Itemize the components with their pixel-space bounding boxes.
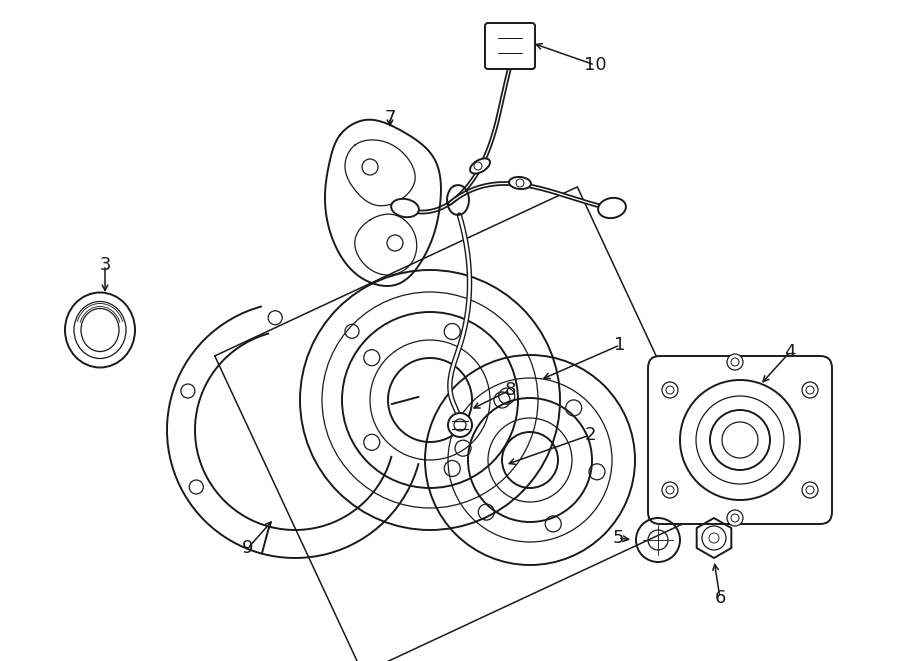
Text: 9: 9 bbox=[242, 539, 254, 557]
FancyBboxPatch shape bbox=[485, 23, 535, 69]
Circle shape bbox=[727, 354, 743, 370]
Text: 8: 8 bbox=[504, 381, 516, 399]
Ellipse shape bbox=[598, 198, 625, 218]
FancyBboxPatch shape bbox=[648, 356, 832, 524]
Text: 10: 10 bbox=[584, 56, 607, 74]
Circle shape bbox=[448, 413, 472, 437]
Text: 3: 3 bbox=[99, 256, 111, 274]
Circle shape bbox=[727, 510, 743, 526]
Circle shape bbox=[802, 482, 818, 498]
Text: 4: 4 bbox=[784, 343, 796, 361]
Text: 2: 2 bbox=[584, 426, 596, 444]
Text: 6: 6 bbox=[715, 589, 725, 607]
Ellipse shape bbox=[509, 177, 531, 189]
Text: 7: 7 bbox=[384, 109, 396, 127]
Text: 5: 5 bbox=[612, 529, 624, 547]
Text: 1: 1 bbox=[615, 336, 626, 354]
Ellipse shape bbox=[470, 159, 490, 174]
Ellipse shape bbox=[392, 199, 418, 217]
Circle shape bbox=[662, 382, 678, 398]
Circle shape bbox=[802, 382, 818, 398]
Circle shape bbox=[662, 482, 678, 498]
